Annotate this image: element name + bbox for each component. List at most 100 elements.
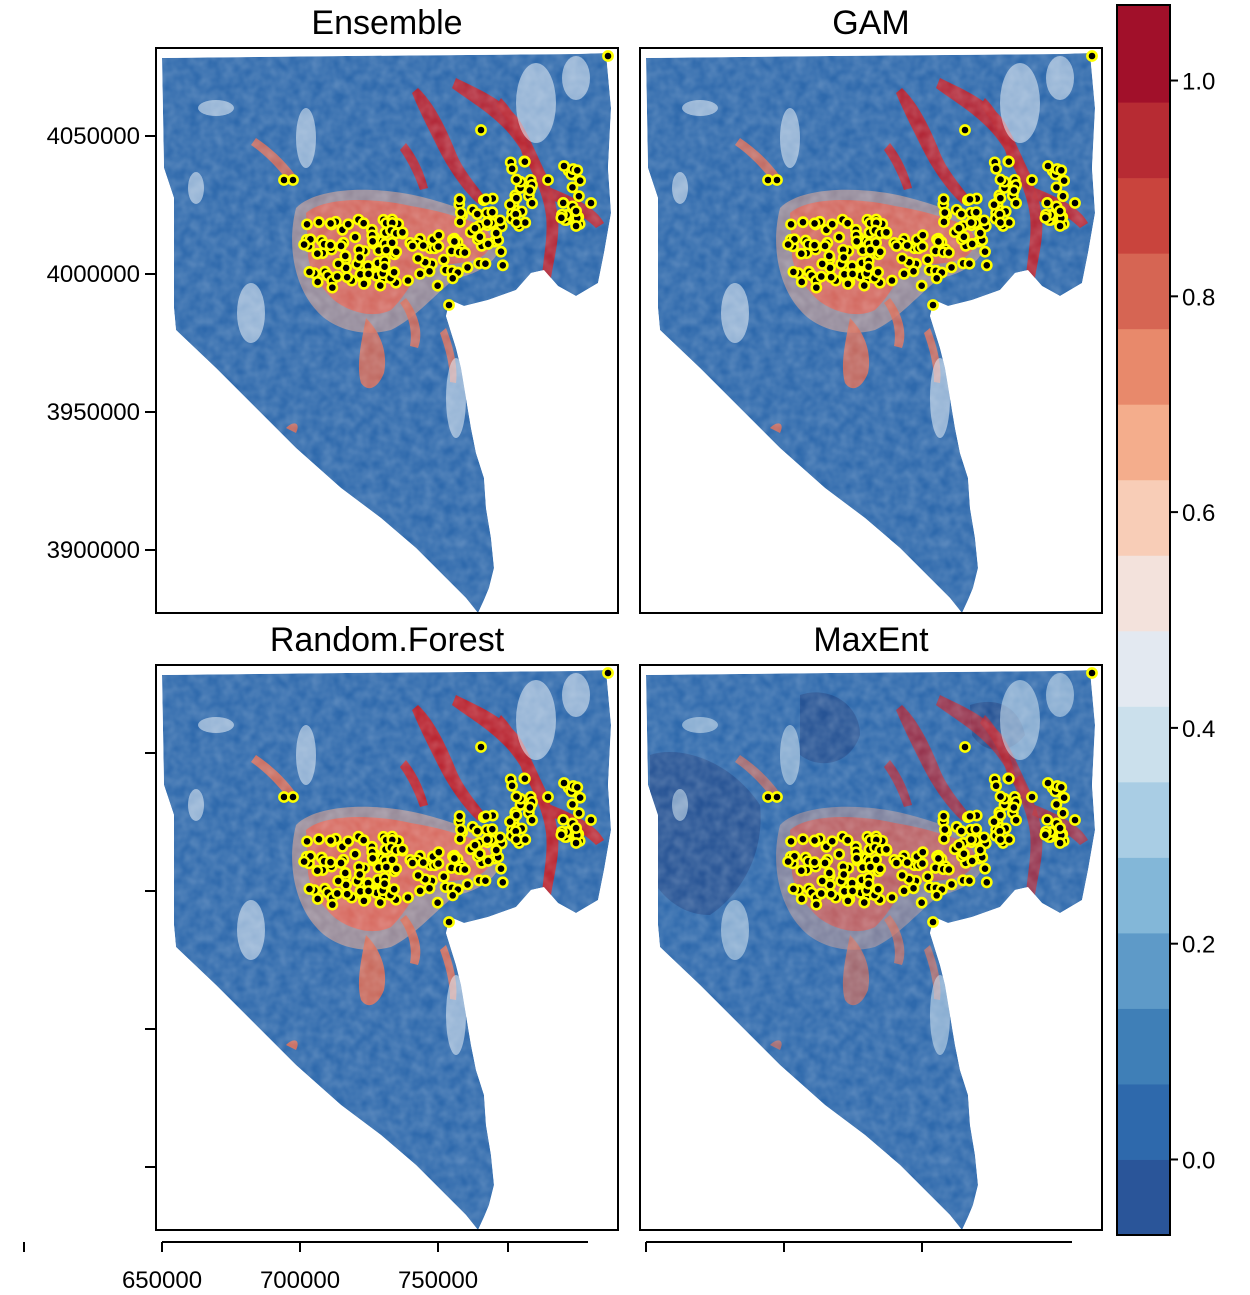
- occurrence-point: [374, 896, 387, 909]
- occurrence-point: [542, 174, 554, 186]
- occurrence-points: [278, 667, 614, 928]
- occurrence-point: [479, 257, 492, 270]
- colorbar-bin: [1117, 555, 1170, 632]
- occurrence-point: [446, 889, 459, 902]
- occurrence-point: [475, 741, 487, 753]
- occurrence-point: [994, 833, 1007, 846]
- occurrence-point: [846, 268, 859, 280]
- occurrence-point: [955, 208, 968, 220]
- occurrence-point: [963, 874, 976, 887]
- panel-title: GAM: [832, 4, 909, 42]
- occurrence-point: [896, 252, 909, 265]
- occurrence-point: [970, 206, 983, 219]
- occurrence-point: [994, 216, 1007, 229]
- occurrence-point: [874, 862, 887, 875]
- occurrence-point: [771, 174, 783, 186]
- occurrence-point: [335, 240, 347, 252]
- occurrence-point: [825, 271, 838, 284]
- occurrence-point: [448, 235, 461, 248]
- occurrence-point: [396, 226, 409, 239]
- occurrence-point: [915, 279, 928, 292]
- occurrence-point: [380, 861, 393, 873]
- occurrence-point: [339, 250, 352, 262]
- occurrence-point: [469, 839, 481, 852]
- occurrence-point: [412, 252, 425, 265]
- occurrence-point: [1057, 190, 1069, 203]
- occurrence-point: [870, 236, 883, 249]
- occurrence-point: [1057, 807, 1069, 820]
- occurrence-point: [1042, 160, 1054, 172]
- occurrence-point: [480, 193, 492, 206]
- occurrence-point: [1010, 197, 1022, 210]
- occurrence-point: [870, 853, 883, 866]
- occurrence-point: [324, 217, 337, 230]
- occurrence-point: [815, 887, 828, 900]
- occurrence-point: [332, 257, 345, 270]
- occurrence-point: [524, 184, 536, 197]
- occurrence-point: [842, 277, 854, 290]
- occurrence-point: [864, 244, 877, 256]
- occurrence-point: [937, 193, 950, 206]
- occurrence-point: [496, 876, 509, 889]
- occurrence-point: [585, 197, 597, 209]
- panel-title: MaxEnt: [813, 621, 929, 659]
- occurrence-point: [366, 235, 379, 248]
- occurrence-point: [324, 834, 337, 847]
- occurrence-point: [331, 887, 344, 900]
- occurrence-point: [1058, 791, 1071, 804]
- occurrence-point: [898, 884, 910, 897]
- occurrence-point: [907, 265, 920, 278]
- occurrence-point: [901, 239, 914, 252]
- occurrence-point: [473, 230, 486, 243]
- colorbar-tick-label: 0.2: [1182, 932, 1215, 959]
- occurrence-point: [782, 238, 795, 251]
- occurrence-point: [815, 270, 828, 283]
- occurrence-point: [510, 790, 523, 803]
- occurrence-point: [386, 236, 399, 249]
- occurrence-point: [862, 260, 875, 273]
- occurrence-point: [980, 876, 993, 889]
- occurrence-point: [816, 257, 829, 270]
- occurrence-point: [335, 857, 347, 869]
- occurrence-point: [357, 834, 370, 847]
- occurrence-point: [378, 877, 391, 890]
- occurrence-point: [486, 206, 499, 219]
- occurrence-point: [1039, 828, 1052, 841]
- occurrence-point: [1026, 791, 1038, 803]
- occurrence-point: [974, 227, 987, 239]
- occurrence-point: [795, 276, 808, 288]
- occurrence-point: [901, 856, 914, 869]
- occurrence-point: [963, 257, 976, 270]
- occurrence-point: [287, 791, 299, 803]
- panel-random-forest: Random.Forest: [155, 621, 619, 1231]
- occurrence-point: [461, 878, 474, 891]
- occurrence-point: [311, 893, 324, 905]
- occurrence-point: [938, 206, 951, 219]
- panel-maxent: MaxEnt: [639, 621, 1103, 1231]
- occurrence-point: [301, 835, 313, 848]
- colorbar-bin: [1117, 1008, 1170, 1085]
- occurrence-point: [927, 299, 939, 311]
- occurrence-point: [432, 846, 445, 859]
- occurrence-point: [388, 883, 401, 896]
- occurrence-point: [471, 208, 484, 220]
- occurrence-point: [496, 259, 509, 272]
- occurrence-point: [301, 218, 313, 231]
- occurrence-point: [311, 276, 324, 288]
- occurrence-point: [886, 274, 898, 287]
- occurrence-point: [945, 261, 958, 274]
- occurrence-point: [990, 779, 1002, 792]
- occurrence-point: [570, 822, 582, 835]
- occurrence-point: [837, 868, 850, 881]
- occurrence-point: [396, 843, 409, 856]
- suitability-raster: [646, 670, 1095, 1230]
- occurrence-point: [1042, 777, 1054, 789]
- panel-gam: GAM: [639, 4, 1103, 614]
- x-tick-label: 700000: [260, 1267, 340, 1294]
- occurrence-point: [785, 218, 797, 231]
- occurrence-point: [1055, 781, 1068, 794]
- occurrence-point: [494, 831, 507, 844]
- occurrence-point: [966, 855, 979, 867]
- occurrence-point: [558, 160, 570, 172]
